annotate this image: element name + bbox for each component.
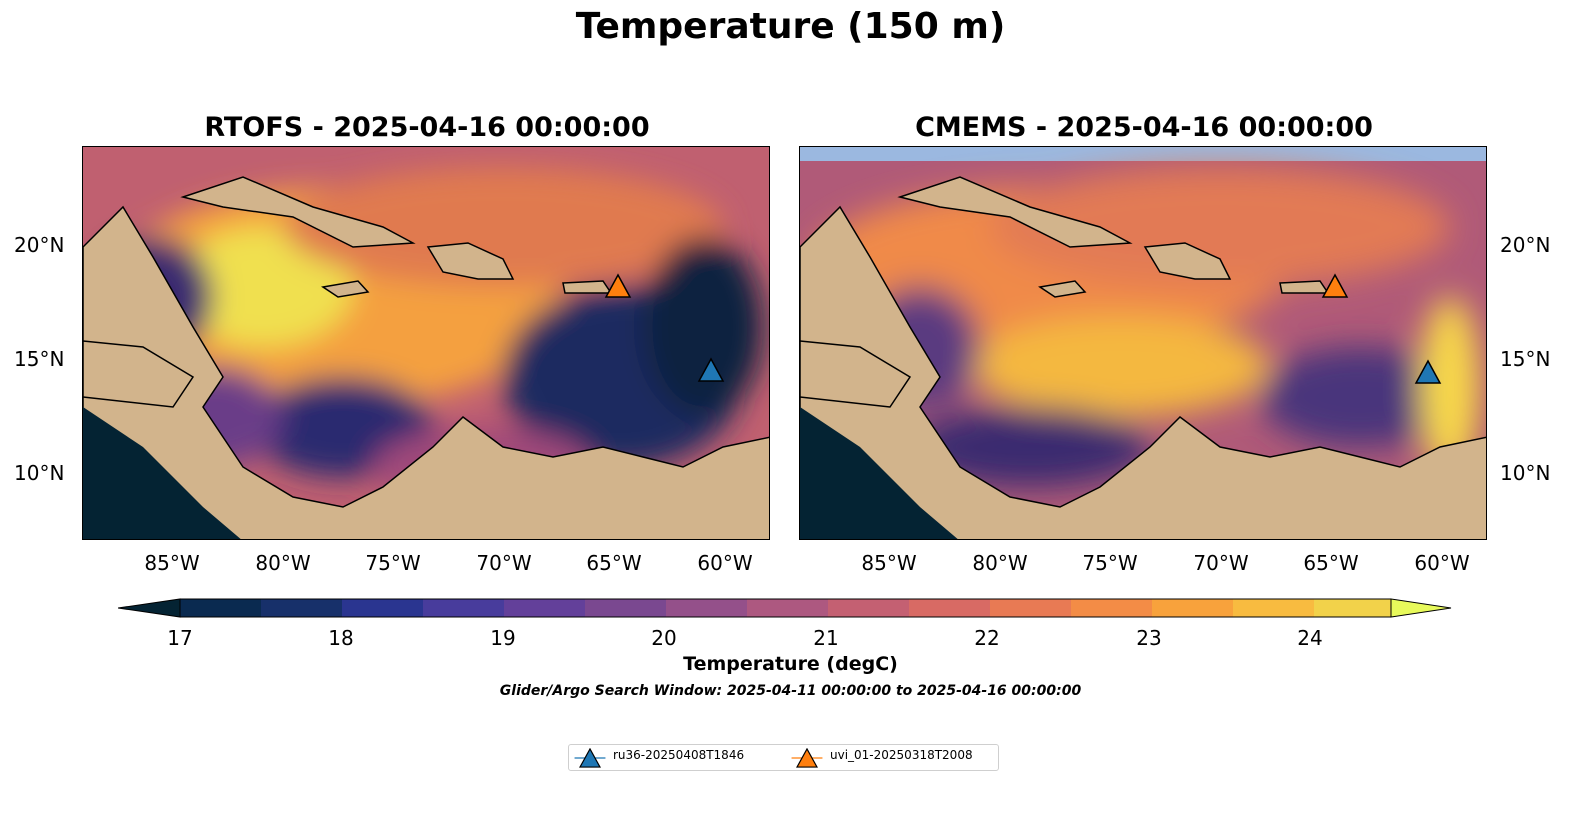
colorbar-tick-17: 17	[167, 626, 193, 650]
cmems-land	[800, 176, 1486, 539]
legend-label-ru36: ru36-20250408T1846	[613, 748, 745, 762]
lon-label-left-75: 75°W	[365, 551, 421, 575]
triangle-icon	[574, 748, 606, 768]
lon-label-left-70: 70°W	[476, 551, 532, 575]
lat-label-right-10: 10°N	[1500, 461, 1551, 485]
page-title: Temperature (150 m)	[575, 6, 1006, 47]
colorbar-label: Temperature (degC)	[683, 653, 898, 675]
cmems-map[interactable]	[799, 146, 1487, 540]
lat-label-left-15: 15°N	[14, 347, 65, 371]
lon-label-right-60: 60°W	[1414, 551, 1470, 575]
legend: ru36-20250408T1846 uvi_01-20250318T2008	[568, 744, 999, 771]
uvi01-glider-marker[interactable]	[604, 273, 632, 298]
ru36-glider-marker[interactable]	[697, 357, 725, 382]
lon-label-left-80: 80°W	[255, 551, 311, 575]
colorbar-tick-21: 21	[813, 626, 839, 650]
rtofs-panel-title: RTOFS - 2025-04-16 00:00:00	[204, 112, 650, 143]
lon-label-left-65: 65°W	[586, 551, 642, 575]
lat-label-left-20: 20°N	[14, 233, 65, 257]
triangle-icon	[791, 748, 823, 768]
rtofs-land	[83, 176, 769, 539]
rtofs-temperature-field	[83, 147, 769, 539]
colorbar-tick-19: 19	[490, 626, 516, 650]
colorbar-tick-18: 18	[328, 626, 354, 650]
lon-label-right-70: 70°W	[1193, 551, 1249, 575]
lon-label-right-85: 85°W	[861, 551, 917, 575]
lat-label-left-10: 10°N	[14, 461, 65, 485]
cmems-temperature-field	[800, 147, 1486, 539]
temperature-colorbar	[117, 598, 1452, 618]
search-window-text: Glider/Argo Search Window: 2025-04-11 00…	[499, 683, 1082, 699]
colorbar-tick-20: 20	[651, 626, 677, 650]
cmems-panel-title: CMEMS - 2025-04-16 00:00:00	[915, 112, 1373, 143]
lon-label-right-65: 65°W	[1303, 551, 1359, 575]
ru36-glider-marker[interactable]	[1414, 359, 1442, 384]
lat-label-right-20: 20°N	[1500, 233, 1551, 257]
uvi01-glider-marker[interactable]	[1321, 273, 1349, 298]
rtofs-map[interactable]	[82, 146, 770, 540]
colorbar-tick-24: 24	[1297, 626, 1323, 650]
lat-label-right-15: 15°N	[1500, 347, 1551, 371]
lon-label-left-85: 85°W	[144, 551, 200, 575]
colorbar-tick-23: 23	[1136, 626, 1162, 650]
lon-label-right-75: 75°W	[1082, 551, 1138, 575]
lon-label-right-80: 80°W	[972, 551, 1028, 575]
legend-label-uvi01: uvi_01-20250318T2008	[830, 748, 973, 762]
lon-label-left-60: 60°W	[697, 551, 753, 575]
colorbar-tick-22: 22	[974, 626, 1000, 650]
